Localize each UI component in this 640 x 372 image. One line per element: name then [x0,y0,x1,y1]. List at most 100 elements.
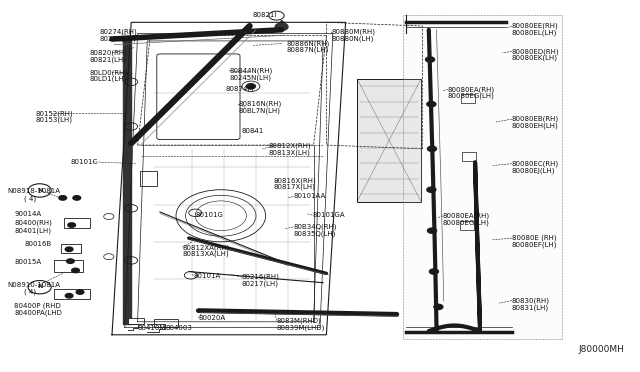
Text: 80275(LH): 80275(LH) [99,36,136,42]
Circle shape [246,84,255,89]
Circle shape [68,223,76,227]
Text: 80401(LH): 80401(LH) [14,227,51,234]
Text: 80821I: 80821I [253,12,277,18]
Text: 80887N(LH): 80887N(LH) [287,47,329,54]
Text: 80153(LH): 80153(LH) [35,117,72,124]
Bar [128,318,144,324]
Circle shape [67,259,74,263]
Text: 80080EC(RH): 80080EC(RH) [512,160,559,167]
Polygon shape [279,20,287,25]
Circle shape [427,187,436,192]
Text: 80410M: 80410M [138,325,166,331]
Text: 80274(RH): 80274(RH) [99,28,137,35]
Text: 80080EE(RH): 80080EE(RH) [512,23,559,29]
Circle shape [426,57,435,62]
Text: 80874M: 80874M [225,86,253,92]
Text: 80841: 80841 [242,128,264,134]
Circle shape [59,196,67,200]
Text: 80015A: 80015A [14,259,41,265]
Circle shape [429,269,438,274]
Text: 80B44N(RH): 80B44N(RH) [229,67,273,74]
Text: 80880N(LH): 80880N(LH) [332,35,374,42]
Text: ( 4): ( 4) [24,195,36,202]
Text: 8083M(RHD): 8083M(RHD) [276,317,321,324]
Circle shape [65,294,73,298]
Text: 80812XA(RH): 80812XA(RH) [182,244,230,251]
Text: 80880M(RH): 80880M(RH) [332,28,376,35]
Text: 804003: 804003 [165,325,192,331]
Text: 80835Q(LH): 80835Q(LH) [293,230,335,237]
Circle shape [275,23,288,31]
Text: 80813X(LH): 80813X(LH) [269,149,310,156]
Circle shape [434,304,443,310]
Text: 80245N(LH): 80245N(LH) [229,74,271,81]
Bar [64,218,90,228]
Text: 80816X(RH): 80816X(RH) [274,177,317,184]
Text: 80400(RH): 80400(RH) [14,220,52,227]
Circle shape [65,247,73,251]
Text: J80000MH: J80000MH [578,345,624,354]
Circle shape [72,268,79,273]
Text: 80080EF(LH): 80080EF(LH) [512,241,557,248]
Text: 80LD1(LH): 80LD1(LH) [90,76,127,83]
Text: 80839M(LHD): 80839M(LHD) [276,325,325,331]
Text: N08910-1081A: N08910-1081A [8,282,61,288]
Text: 80101AA: 80101AA [293,193,325,199]
Text: 80216(RH): 80216(RH) [242,274,280,280]
Circle shape [428,228,436,233]
Text: 80LD0(RH): 80LD0(RH) [90,69,128,76]
Text: N08918-1081A: N08918-1081A [8,188,61,194]
Text: 80400P (RHD: 80400P (RHD [14,302,61,309]
Text: 80812X(RH): 80812X(RH) [269,142,312,149]
Text: 80080ED(RH): 80080ED(RH) [512,48,559,55]
Text: 80152(RH): 80152(RH) [35,110,73,117]
Bar [54,260,83,272]
Bar [403,15,562,339]
Text: 80101GA: 80101GA [312,212,345,218]
Text: 80816N(RH): 80816N(RH) [238,101,282,108]
Text: 80821(LH): 80821(LH) [90,56,127,63]
Text: 80080EA(RH): 80080EA(RH) [443,212,490,219]
Bar [154,319,178,327]
Text: 80101C: 80101C [70,159,98,165]
Text: 80080EJ(LH): 80080EJ(LH) [512,167,556,174]
Text: 80016B: 80016B [24,241,52,247]
Text: 80820(RH): 80820(RH) [90,49,127,56]
Bar [61,244,81,253]
Circle shape [427,102,436,107]
Text: 80080EA(RH): 80080EA(RH) [448,86,495,93]
Circle shape [76,290,84,294]
Polygon shape [123,37,131,324]
Circle shape [73,196,81,200]
Text: 80080E (RH): 80080E (RH) [512,235,557,241]
Text: 80080EG(LH): 80080EG(LH) [448,93,495,99]
Text: 80B34Q(RH): 80B34Q(RH) [293,224,337,230]
Text: 90014A: 90014A [14,211,41,217]
Text: 80400PA(LHD: 80400PA(LHD [14,310,62,317]
Text: 80101G: 80101G [195,212,223,218]
Text: N: N [37,187,42,193]
Bar [461,94,475,103]
Text: 80080EL(LH): 80080EL(LH) [512,29,557,36]
Text: 80101A: 80101A [193,273,221,279]
Text: ( 4): ( 4) [24,289,36,295]
Text: 80886N(RH): 80886N(RH) [287,40,330,47]
Text: 80813XA(LH): 80813XA(LH) [182,251,229,257]
Bar [357,79,421,202]
Text: 80080EH(LH): 80080EH(LH) [512,122,559,129]
Text: 80BL7N(LH): 80BL7N(LH) [238,108,280,114]
Text: 80020A: 80020A [198,315,225,321]
Bar [140,171,157,186]
Text: 80817X(LH): 80817X(LH) [274,184,316,190]
Text: N: N [37,284,42,289]
Bar [54,289,90,299]
Text: 80080EK(LH): 80080EK(LH) [512,55,558,61]
Bar [462,152,476,161]
Text: 80080EB(RH): 80080EB(RH) [512,116,559,122]
Text: 80080EG(LH): 80080EG(LH) [443,219,490,226]
Circle shape [428,146,436,151]
Text: 80830(RH): 80830(RH) [512,297,550,304]
Bar [460,221,474,230]
Text: 80217(LH): 80217(LH) [242,280,279,287]
Text: 80831(LH): 80831(LH) [512,304,549,311]
